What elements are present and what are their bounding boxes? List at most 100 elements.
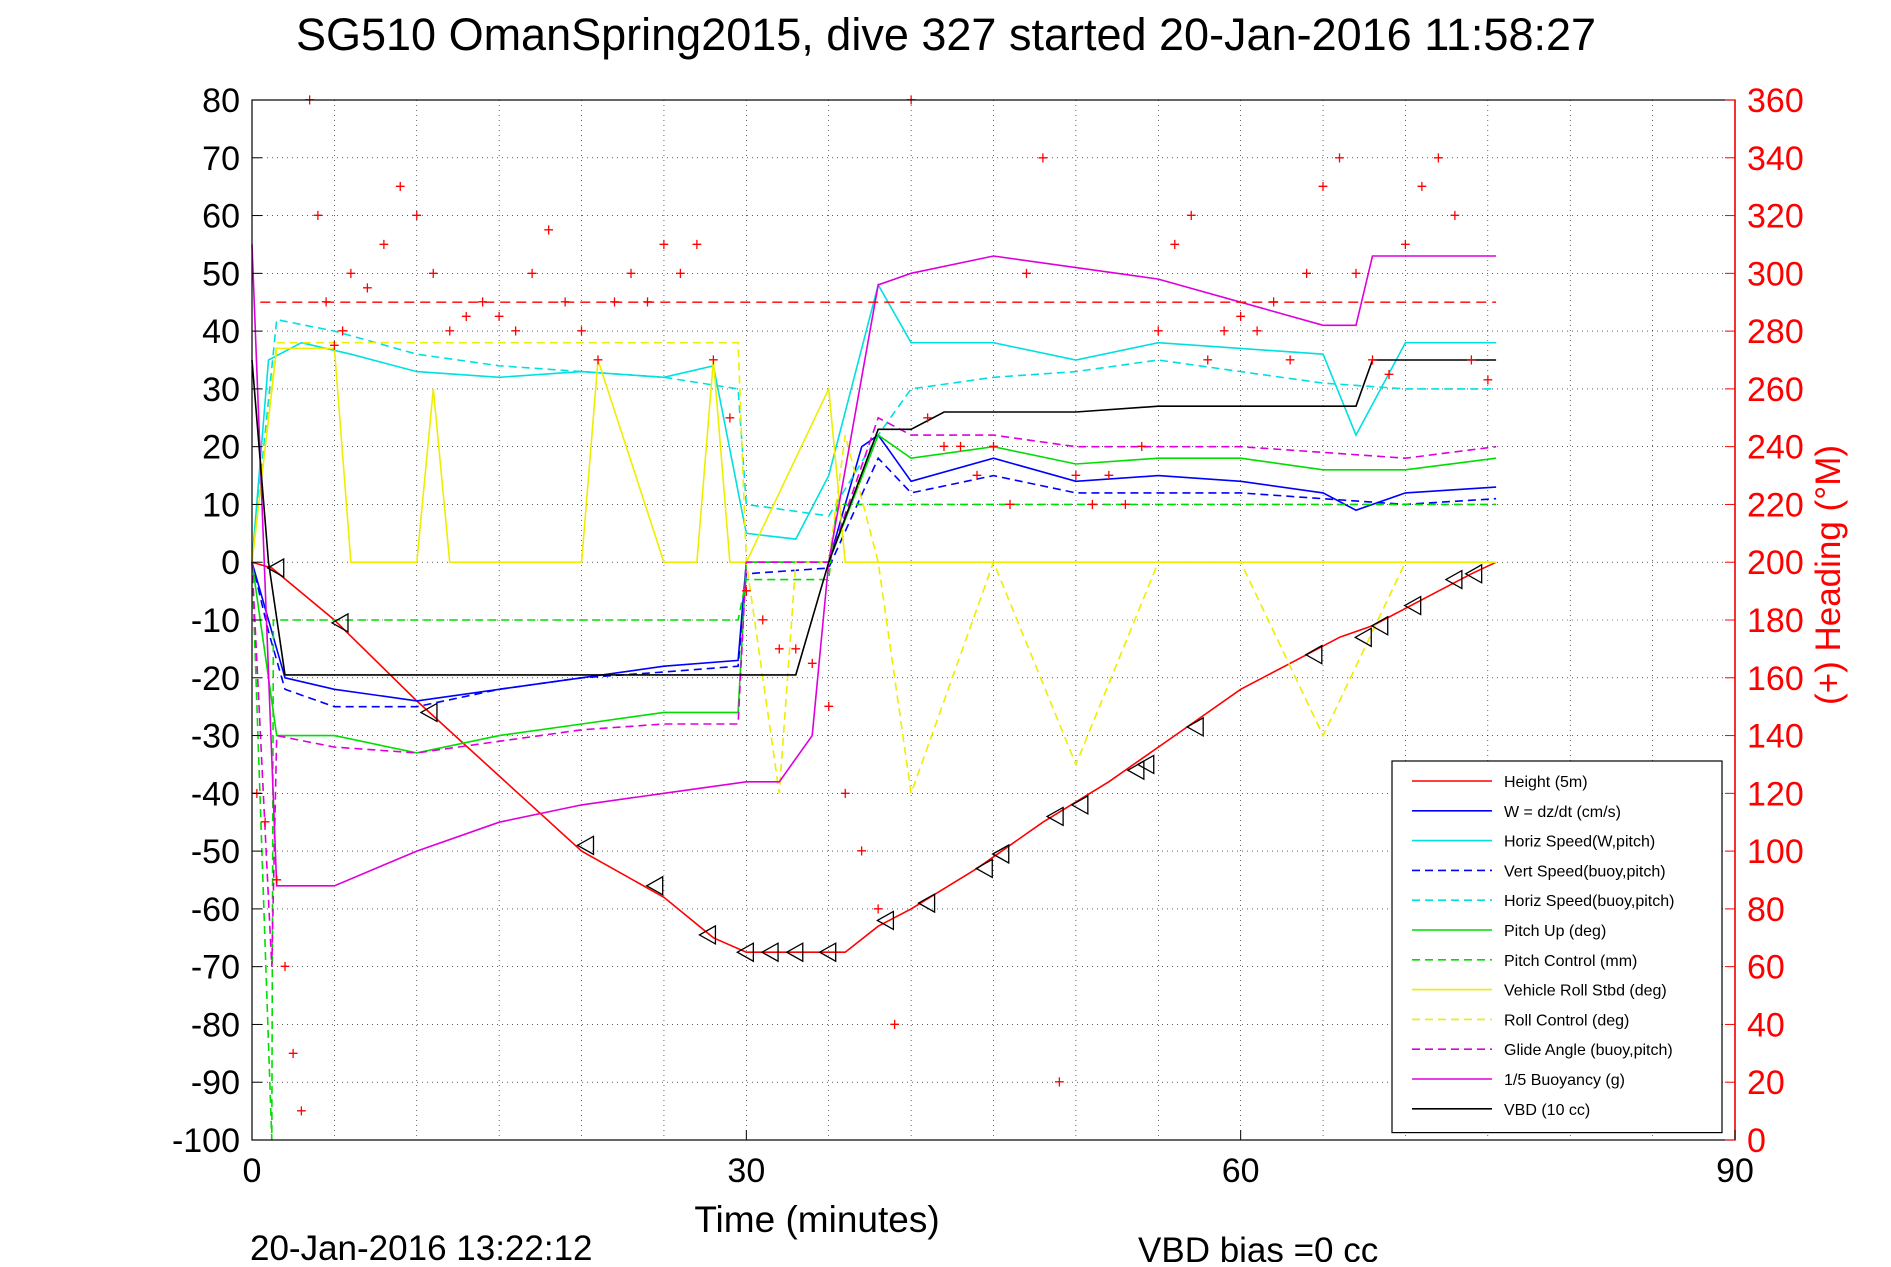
heading-point: +	[271, 870, 282, 890]
series-line-vert-speed-buoy-pitch	[251, 456, 1497, 708]
heading-point: +	[527, 263, 538, 283]
heading-point: +	[774, 639, 785, 659]
heading-point: +	[346, 263, 357, 283]
y-tick-label: 60	[202, 198, 240, 236]
heading-tick-label: 80	[1747, 891, 1785, 929]
heading-tick-label: 120	[1747, 775, 1804, 813]
heading-point: +	[1038, 148, 1049, 168]
heading-tick-label: 100	[1747, 833, 1804, 871]
heading-point: +	[807, 653, 818, 673]
heading-point: +	[955, 437, 966, 457]
heading-tick-label: 40	[1747, 1006, 1785, 1044]
heading-tick-label: 320	[1747, 198, 1804, 236]
x-tick-label: 30	[727, 1152, 765, 1190]
heading-point: +	[1318, 177, 1329, 197]
legend-label-pitch-control-mm: Pitch Control (mm)	[1504, 953, 1637, 970]
marker-layer	[266, 557, 1483, 963]
x-tick-label: 60	[1222, 1152, 1260, 1190]
heading-point: +	[1120, 494, 1131, 514]
legend-label-vert-speed-buoy-pitch: Vert Speed(buoy,pitch)	[1504, 863, 1666, 880]
legend-label-vehicle-roll-stbd-deg: Vehicle Roll Stbd (deg)	[1504, 983, 1667, 1000]
heading-point: +	[1087, 494, 1098, 514]
y-tick-label: 20	[202, 429, 240, 467]
heading-point: +	[626, 263, 637, 283]
heading-tick-label: 240	[1747, 429, 1804, 467]
heading-tick-label: 220	[1747, 486, 1804, 524]
heading-axis-ticks: 3603403203002802602402202001801601401201…	[1725, 82, 1804, 1160]
heading-point: +	[1301, 263, 1312, 283]
direction-marker	[785, 942, 804, 963]
y-tick-label: -90	[191, 1064, 240, 1102]
heading-point: +	[1367, 350, 1378, 370]
heading-tick-label: 60	[1747, 949, 1785, 987]
direction-marker	[974, 858, 993, 879]
series-line-horiz-speed-w-pitch	[251, 282, 1497, 563]
heading-point: +	[1384, 364, 1395, 384]
series-layer	[251, 244, 1497, 1141]
series-line-roll-control-deg	[251, 341, 1497, 794]
direction-marker	[917, 892, 936, 914]
y-tick-label: 0	[221, 544, 240, 582]
heading-point: +	[1054, 1072, 1065, 1092]
series-line-pitch-control-mm	[251, 503, 1497, 1141]
heading-point: +	[972, 466, 983, 486]
direction-marker	[1070, 794, 1089, 816]
y-tick-label: -100	[172, 1122, 240, 1160]
heading-point: +	[593, 350, 604, 370]
heading-point: +	[1219, 321, 1230, 341]
heading-point: +	[1137, 437, 1148, 457]
heading-point: +	[1202, 350, 1213, 370]
heading-point: +	[725, 408, 736, 428]
series-line-vbd-10-cc	[251, 359, 1497, 676]
direction-marker	[645, 875, 664, 896]
y-tick-label: 40	[202, 313, 240, 351]
direction-marker	[1444, 569, 1463, 590]
direction-marker	[876, 910, 895, 931]
legend-label-glide-angle-buoy-pitch: Glide Angle (buoy,pitch)	[1504, 1042, 1673, 1059]
heading-point: +	[1235, 307, 1246, 327]
heading-point: +	[823, 697, 834, 717]
legend-label-horiz-speed-buoy-pitch: Horiz Speed(buoy,pitch)	[1504, 893, 1674, 910]
direction-marker	[991, 843, 1010, 865]
y-tick-label: -70	[191, 949, 240, 987]
x-axis-label: Time (minutes)	[694, 1199, 939, 1240]
heading-point: +	[1186, 206, 1197, 226]
y-tick-label: -50	[191, 833, 240, 871]
heading-point: +	[873, 899, 884, 919]
y-tick-label: 80	[202, 82, 240, 120]
direction-marker	[419, 702, 438, 723]
heading-point: +	[412, 206, 423, 226]
heading-point: +	[510, 321, 521, 341]
heading-point: +	[659, 234, 670, 254]
legend-label-horiz-speed-w-pitch: Horiz Speed(W,pitch)	[1504, 834, 1655, 851]
direction-marker	[1304, 644, 1323, 665]
legend: Height (5m) W = dz/dt (cm/s) Horiz Speed(W…	[1391, 760, 1723, 1134]
direction-marker	[698, 924, 717, 946]
direction-marker	[1136, 754, 1155, 775]
heading-point: +	[856, 841, 867, 861]
heading-point: +	[428, 263, 439, 283]
series-line-height-5m	[251, 561, 1497, 954]
heading-point: +	[922, 408, 933, 428]
y-tick-label: -60	[191, 891, 240, 929]
heading-point: +	[939, 437, 950, 457]
heading-tick-label: 20	[1747, 1064, 1785, 1102]
heading-point: +	[1351, 263, 1362, 283]
direction-marker	[330, 612, 349, 634]
heading-point: +	[1417, 177, 1428, 197]
heading-point: +	[1466, 350, 1477, 370]
direction-marker	[1403, 595, 1422, 616]
y-tick-label: -30	[191, 718, 240, 756]
heading-point: +	[477, 292, 488, 312]
footer-timestamp: 20-Jan-2016 13:22:12	[250, 1229, 593, 1262]
heading-point: +	[1268, 292, 1279, 312]
series-line-horiz-speed-buoy-pitch	[251, 318, 1497, 563]
heading-point: +	[444, 321, 455, 341]
heading-point: +	[692, 234, 703, 254]
heading-point: +	[988, 437, 999, 457]
direction-marker	[266, 557, 285, 579]
heading-point: +	[1400, 234, 1411, 254]
heading-tick-label: 160	[1747, 660, 1804, 698]
x-tick-label: 90	[1716, 1152, 1754, 1190]
